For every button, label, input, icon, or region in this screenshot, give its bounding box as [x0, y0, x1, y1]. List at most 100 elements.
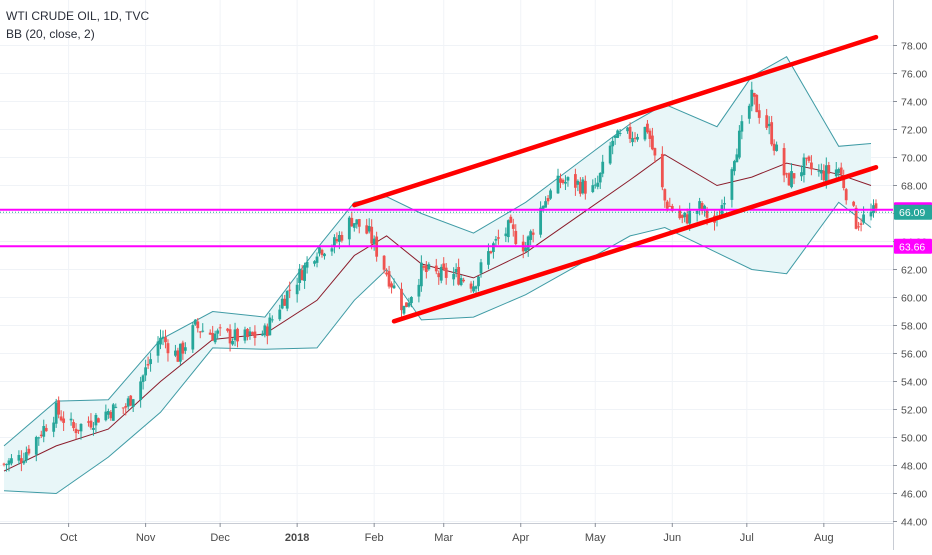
candle — [444, 267, 448, 278]
candle — [583, 180, 587, 194]
candle — [198, 331, 202, 333]
candle — [494, 239, 498, 241]
candle — [790, 171, 793, 188]
candle — [504, 233, 508, 237]
candle — [802, 157, 806, 175]
candle — [129, 395, 133, 406]
candle — [124, 406, 128, 408]
y-tick-label: 50.00 — [901, 433, 927, 445]
candle — [787, 173, 791, 186]
candle — [839, 167, 843, 175]
candle — [526, 236, 530, 250]
y-tick-label: 78.00 — [901, 41, 927, 53]
candle — [347, 217, 351, 240]
candle — [785, 173, 788, 175]
candle — [665, 201, 669, 209]
candle — [611, 140, 615, 147]
candle — [228, 329, 232, 344]
candle — [437, 273, 441, 278]
candle — [2, 463, 6, 465]
candle — [27, 448, 31, 454]
candle — [236, 328, 239, 342]
candle — [17, 454, 21, 461]
candle — [735, 154, 739, 163]
candle — [181, 342, 185, 354]
candle — [382, 255, 386, 270]
candle — [782, 148, 786, 176]
candle — [337, 235, 341, 242]
candle — [303, 265, 307, 281]
x-tick-label: Mar — [434, 532, 453, 544]
candle — [144, 367, 148, 376]
candle — [462, 279, 466, 282]
x-tick-label: Oct — [60, 532, 77, 544]
candle — [193, 319, 197, 325]
candle — [57, 400, 61, 415]
candle — [556, 175, 560, 194]
candle — [385, 272, 388, 275]
candle — [628, 126, 632, 139]
candle — [511, 224, 515, 229]
price-badge-label: 63.66 — [899, 241, 925, 253]
candle — [531, 232, 535, 235]
candle — [810, 162, 813, 170]
price-axis[interactable]: 44.00 46.00 48.00 50.00 52.00 54.00 56.00 58.00… — [893, 0, 932, 550]
y-tick-label: 58.00 — [901, 321, 927, 333]
candle — [372, 238, 376, 245]
candle — [757, 110, 761, 118]
candle — [824, 165, 828, 183]
candle — [405, 302, 408, 308]
candle — [732, 161, 736, 172]
indicator-legend[interactable]: BB (20, close, 2) — [6, 27, 95, 41]
candle — [487, 251, 490, 265]
trend-line — [352, 34, 879, 208]
candle — [183, 347, 187, 351]
candle — [564, 181, 567, 184]
candle — [417, 284, 421, 297]
candle — [402, 305, 406, 314]
candle — [104, 411, 108, 421]
candle — [457, 266, 461, 285]
candle — [573, 174, 577, 188]
candle — [492, 243, 495, 253]
candle — [854, 207, 858, 229]
candle — [59, 416, 63, 421]
candle — [834, 169, 838, 177]
candle — [608, 145, 612, 164]
candle — [208, 332, 212, 335]
candle — [653, 148, 657, 156]
candle — [213, 333, 217, 343]
x-tick-label: Jul — [740, 532, 754, 544]
candle — [454, 268, 458, 273]
candle — [231, 340, 234, 345]
x-tick-label: Aug — [814, 532, 834, 544]
candle — [648, 130, 652, 139]
price-badge — [894, 204, 932, 220]
candle — [77, 429, 80, 431]
candle — [340, 235, 344, 241]
candle — [509, 216, 513, 223]
candle — [459, 278, 463, 286]
candle — [668, 205, 672, 207]
candle — [89, 420, 93, 428]
candle — [218, 327, 222, 329]
candle — [22, 460, 26, 464]
candle — [178, 343, 182, 362]
candle — [146, 364, 150, 366]
trend-line — [391, 165, 879, 324]
upper-band-line — [3, 56, 872, 447]
candle — [333, 237, 336, 248]
candle — [578, 181, 582, 194]
x-tick-label: 2018 — [285, 532, 309, 544]
candle — [651, 135, 654, 150]
y-tick-label: 74.00 — [901, 97, 927, 109]
candle — [424, 265, 428, 273]
candle — [618, 132, 622, 134]
candle — [42, 426, 46, 437]
candle — [678, 209, 682, 219]
candle — [97, 418, 100, 423]
time-axis[interactable]: Oct Nov Dec 2018 Feb Mar Apr May Jun Jul Aug — [0, 523, 893, 550]
candle — [800, 172, 803, 177]
